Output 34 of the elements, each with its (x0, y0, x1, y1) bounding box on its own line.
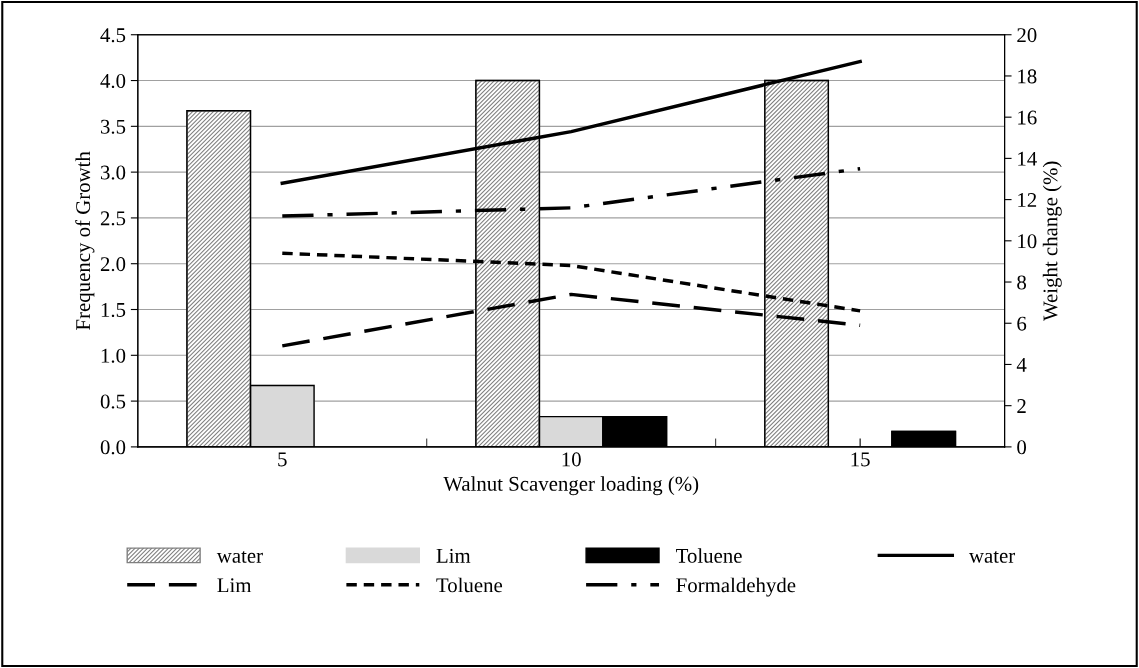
y2-axis-title: Weight change (%) (1042, 161, 1062, 321)
y2-tick-label: 20 (1017, 28, 1037, 43)
legend-label: Formaldehyde (676, 577, 796, 597)
y-tick-label: 1.0 (101, 348, 126, 363)
legend-label: Lim (436, 548, 471, 563)
y-tick-label: 0.0 (100, 440, 126, 455)
x-tick-label: 15 (851, 452, 870, 467)
legend-label: Toluene (436, 577, 503, 593)
x-tick-label: 10 (562, 452, 581, 467)
y-tick-label: 2.5 (100, 211, 126, 226)
legend-label: Lim (217, 578, 252, 593)
legend-label: water (216, 550, 263, 563)
y2-tick-label: 16 (1018, 110, 1037, 125)
y-tick-label: 1.5 (101, 302, 126, 318)
y2-tick-label: 4 (1016, 357, 1027, 372)
legend-label: Toluene (676, 548, 742, 563)
y-tick-label: 3.0 (100, 165, 126, 180)
x-axis-title: Walnut Scavenger loading (%) (443, 476, 699, 496)
y-tick-label: 0.5 (100, 394, 126, 409)
y2-tick-label: 6 (1017, 316, 1027, 331)
y-tick-label: 4.0 (100, 73, 126, 89)
y2-tick-label: 12 (1018, 193, 1037, 207)
y-tick-label: 3.5 (100, 119, 126, 134)
y-tick-label: 2.0 (100, 257, 126, 272)
y2-tick-label: 14 (1018, 151, 1037, 166)
x-tick-label: 5 (278, 452, 287, 467)
y2-tick-label: 0 (1017, 440, 1027, 455)
legend-label: water (968, 550, 1016, 563)
y2-tick-label: 10 (1018, 234, 1037, 249)
y-axis-title: Frequency of Growth (75, 151, 95, 330)
y2-tick-label: 18 (1018, 69, 1037, 84)
y-tick-label: 4.5 (100, 28, 126, 43)
y2-tick-label: 2 (1017, 399, 1026, 413)
y2-tick-label: 8 (1017, 275, 1027, 290)
